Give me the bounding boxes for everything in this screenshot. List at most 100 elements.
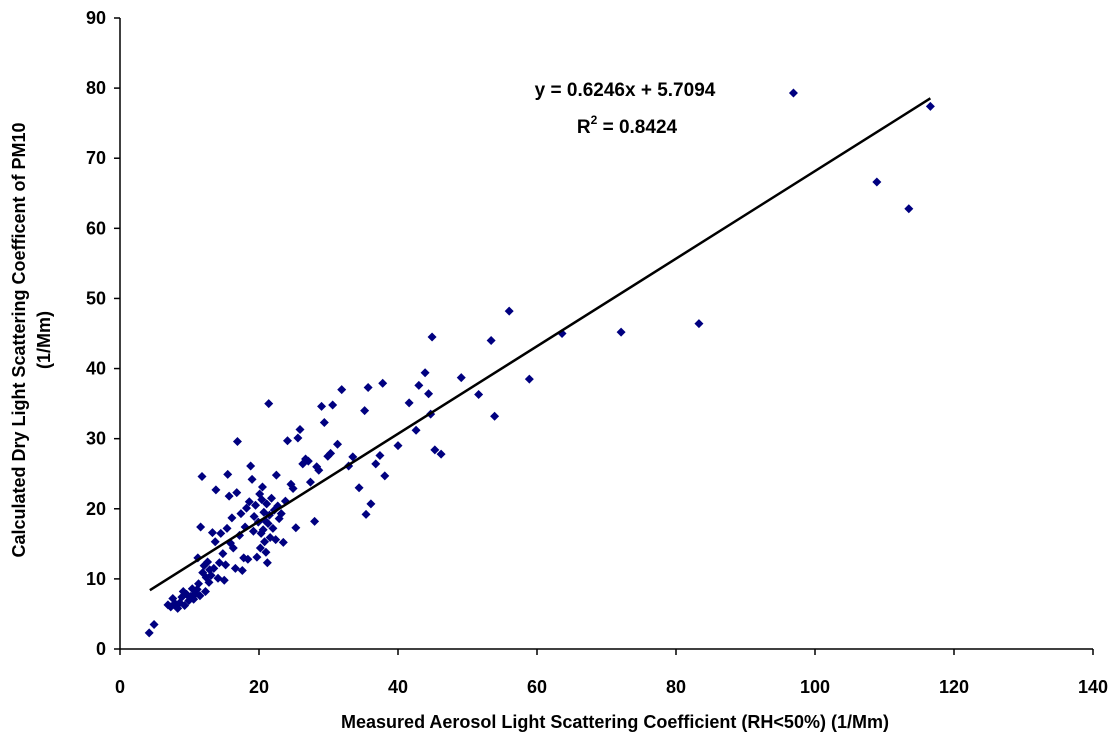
x-axis-title: Measured Aerosol Light Scattering Coeffi…	[341, 712, 889, 732]
trendline	[149, 97, 932, 592]
data-point	[326, 448, 336, 458]
data-point	[149, 619, 159, 629]
data-point	[319, 418, 329, 428]
x-tick-label: 40	[388, 677, 408, 697]
data-point	[427, 332, 437, 342]
data-point	[310, 516, 320, 526]
data-point	[271, 535, 281, 545]
y-tick-label: 10	[86, 569, 106, 589]
data-point	[203, 557, 213, 567]
data-point	[197, 472, 207, 482]
data-point	[195, 591, 205, 601]
y-axis-title-line2: (1/Mm)	[34, 311, 54, 369]
data-point	[411, 425, 421, 435]
data-point	[276, 509, 286, 519]
y-tick-label: 60	[86, 218, 106, 238]
data-point	[230, 563, 240, 573]
data-point	[317, 401, 327, 411]
data-point	[278, 537, 288, 547]
data-point	[305, 477, 315, 487]
data-point	[206, 570, 216, 580]
data-point	[375, 450, 385, 460]
data-point	[337, 385, 347, 395]
y-tick-label: 90	[86, 8, 106, 28]
x-tick-label: 60	[527, 677, 547, 697]
data-point	[241, 503, 251, 513]
data-point	[436, 449, 446, 459]
data-point	[694, 319, 704, 329]
data-point	[249, 511, 259, 521]
data-point	[244, 497, 254, 507]
data-point	[258, 525, 268, 535]
data-point	[236, 509, 246, 519]
data-point	[430, 445, 440, 455]
data-point	[194, 579, 204, 589]
data-point	[237, 565, 247, 575]
data-point	[904, 204, 914, 214]
axes	[119, 18, 1093, 650]
data-point	[247, 474, 257, 484]
data-point	[354, 483, 364, 493]
r-squared-value: = 0.8424	[597, 117, 677, 138]
data-point	[224, 491, 234, 501]
data-point	[207, 528, 217, 538]
data-point	[196, 522, 206, 532]
data-point	[262, 499, 272, 509]
x-tick-label: 120	[939, 677, 969, 697]
data-point	[257, 495, 267, 505]
data-point	[288, 483, 298, 493]
data-point	[243, 554, 253, 564]
data-point	[211, 485, 221, 495]
data-point	[414, 380, 424, 390]
data-point	[216, 528, 226, 538]
data-point	[925, 101, 935, 111]
data-point	[223, 469, 233, 479]
x-tick-label: 0	[115, 677, 125, 697]
data-point	[333, 439, 343, 449]
data-point	[200, 587, 210, 597]
data-point	[232, 488, 242, 498]
data-point	[366, 499, 376, 509]
x-tick-labels: 0 20 40 60 80 100 120 140	[115, 649, 1108, 697]
r-squared-label: R2 = 0.8424	[577, 113, 678, 138]
data-point	[255, 543, 265, 553]
data-point	[218, 549, 228, 559]
data-point	[263, 519, 273, 529]
data-point	[393, 441, 403, 451]
y-tick-label: 30	[86, 429, 106, 449]
data-point	[872, 177, 882, 187]
data-point	[209, 563, 219, 573]
data-point	[252, 552, 262, 562]
data-point	[314, 465, 324, 475]
data-point	[456, 373, 466, 383]
data-point	[328, 400, 338, 410]
x-tick-label: 20	[249, 677, 269, 697]
data-point	[267, 493, 277, 503]
data-point	[219, 575, 229, 585]
data-point	[361, 509, 371, 519]
r-squared-exponent: 2	[591, 113, 598, 127]
y-tick-label: 40	[86, 359, 106, 379]
data-point	[420, 368, 430, 378]
data-point	[424, 389, 434, 399]
y-tick-labels: 0 10 20 30 40 50 60 70 80 90	[86, 8, 120, 659]
data-point	[303, 456, 313, 466]
y-tick-label: 0	[96, 639, 106, 659]
y-tick-label: 50	[86, 288, 106, 308]
data-point	[228, 543, 238, 553]
data-point	[363, 382, 373, 392]
data-point	[291, 523, 301, 533]
y-tick-label: 20	[86, 499, 106, 519]
data-point	[504, 306, 514, 316]
data-point	[221, 560, 231, 570]
x-tick-label: 140	[1078, 677, 1108, 697]
data-point	[261, 547, 271, 557]
data-point	[616, 327, 626, 337]
data-point	[257, 482, 267, 492]
data-point	[271, 470, 281, 480]
data-point	[404, 398, 414, 408]
data-point	[251, 500, 261, 510]
data-point	[360, 406, 370, 416]
data-point	[524, 374, 534, 384]
data-point	[180, 601, 190, 611]
